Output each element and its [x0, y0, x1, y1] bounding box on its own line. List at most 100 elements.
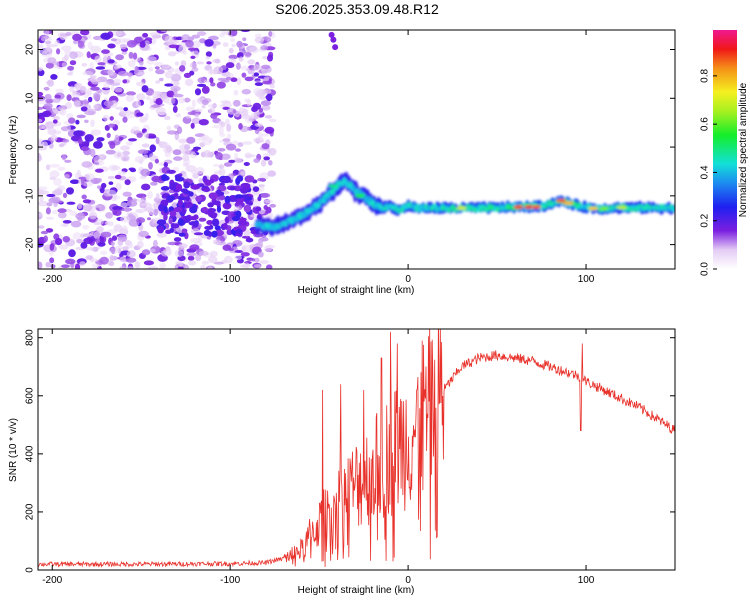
spectrogram-frame	[37, 29, 676, 270]
spec-noise-blob	[240, 171, 246, 176]
spec-noise-blob	[189, 62, 198, 69]
spec-ridge-hotspot	[563, 201, 574, 205]
spec-noise-blob	[129, 168, 137, 173]
spec-noise-cluster	[173, 192, 179, 198]
spec-noise-blob	[126, 40, 137, 48]
spec-noise-blob	[178, 138, 188, 144]
spec-noise-cluster	[208, 212, 218, 218]
spec-noise-blob	[235, 148, 241, 152]
spec-noise-blob	[172, 149, 182, 156]
spec-noise-cluster	[169, 227, 175, 233]
spec-noise-cluster	[163, 205, 168, 214]
spec-noise-blob	[43, 235, 48, 243]
spec-noise-blob	[154, 158, 159, 164]
spec-noise-blob	[245, 154, 256, 158]
spec-noise-cluster	[175, 183, 183, 192]
spec-noise-blob	[205, 51, 212, 57]
spec-noise-blob	[242, 37, 247, 41]
spec-noise-blob	[181, 149, 191, 155]
spec-noise-blob	[149, 32, 161, 37]
spec-noise-blob	[82, 225, 90, 230]
spec-noise-blob	[177, 126, 183, 134]
spec-noise-blob	[201, 85, 210, 94]
spec-noise-blob	[45, 207, 51, 215]
spec-noise-blob	[185, 40, 194, 48]
spec-noise-blob	[100, 32, 111, 40]
spec-noise-blob	[247, 59, 256, 65]
spec-noise-blob	[80, 106, 88, 112]
spec-noise-blob	[160, 30, 172, 33]
spec-noise-blob	[81, 194, 87, 200]
spec-noise-blob	[93, 92, 101, 101]
spec-noise-blob	[93, 141, 103, 149]
snr-ytick-label: 200	[25, 503, 36, 520]
spec-noise-blob	[187, 255, 195, 261]
spec-noise-blob	[148, 153, 156, 161]
spec-noise-blob	[74, 263, 81, 269]
spec-noise-blob	[200, 264, 206, 269]
spec-ridge-hotspot	[531, 205, 542, 209]
spec-noise-blob	[96, 137, 105, 142]
spec-noise-blob	[236, 40, 243, 48]
spec-noise-blob	[268, 31, 273, 37]
spec-noise-blob	[257, 196, 262, 202]
spec-noise-cluster	[252, 186, 260, 193]
spec-noise-blob	[174, 249, 184, 258]
spec-noise-blob	[233, 206, 240, 211]
spec-noise-blob	[52, 98, 61, 103]
spec-noise-blob	[134, 156, 145, 163]
spec-noise-blob	[174, 61, 179, 66]
spec-noise-blob	[134, 198, 145, 202]
spec-noise-blob	[259, 260, 270, 264]
spec-noise-blob	[131, 198, 137, 202]
spec-noise-blob	[82, 180, 94, 187]
snr-x-label: Height of straight line (km)	[298, 585, 415, 596]
snr-ytick-label: 600	[25, 387, 36, 404]
spec-noise-blob	[255, 206, 262, 212]
spec-noise-blob	[111, 197, 117, 202]
spec-noise-cluster	[161, 174, 168, 182]
spec-noise-blob	[77, 202, 83, 210]
spec-noise-blob	[38, 225, 45, 229]
spec-noise-blob	[76, 169, 81, 176]
spec-noise-blob	[191, 34, 200, 39]
spec-noise-blob	[45, 164, 51, 171]
spec-noise-blob	[38, 188, 45, 196]
spec-noise-cluster	[212, 200, 221, 206]
spec-noise-blob	[192, 172, 199, 179]
spec-noise-blob	[128, 138, 137, 142]
spec-noise-cluster	[193, 214, 199, 220]
spec-noise-blob	[115, 54, 124, 61]
spec-noise-blob	[103, 100, 114, 107]
spec-noise-blob	[174, 132, 180, 141]
spec-noise-blob	[125, 94, 135, 103]
snr-ytick-label: 800	[25, 329, 36, 346]
spec-noise-blob	[198, 119, 209, 126]
spec-noise-blob	[234, 255, 242, 261]
spec-noise-blob	[39, 196, 44, 202]
spec-noise-blob	[111, 100, 119, 107]
spec-noise-blob	[212, 125, 222, 129]
spec-noise-cluster	[180, 188, 188, 193]
spec-noise-blob	[131, 126, 140, 132]
spec-noise-blob	[153, 208, 159, 216]
spec-ridge-hotspot	[513, 205, 524, 209]
spec-noise-blob	[150, 181, 158, 186]
spec-noise-blob	[79, 261, 86, 266]
spec-noise-cluster	[168, 217, 173, 225]
spec-noise-blob	[120, 145, 130, 151]
spec-noise-cluster	[235, 228, 243, 234]
spec-noise-blob	[47, 79, 54, 87]
spec-noise-blob	[201, 139, 212, 146]
spec-noise-blob	[183, 72, 192, 78]
spec-noise-blob	[226, 133, 232, 140]
spec-noise-blob	[241, 88, 251, 95]
spec-noise-blob	[106, 132, 111, 138]
spec-noise-blob	[163, 162, 168, 168]
spec-noise-blob	[126, 250, 136, 258]
spec-noise-blob	[89, 75, 97, 79]
spec-noise-blob	[253, 72, 259, 77]
spec-noise-cluster	[208, 192, 218, 200]
spec-noise-blob	[185, 106, 195, 112]
spec-ridge-core	[672, 205, 675, 211]
